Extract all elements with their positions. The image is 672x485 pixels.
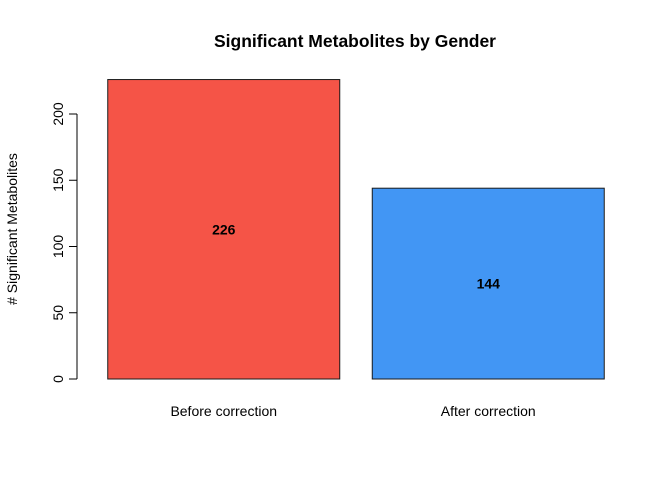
y-tick-label: 50 [50,305,66,321]
bar-data-label: 144 [477,276,501,292]
bar-after-correction [371,187,605,380]
y-tick-label: 200 [50,102,66,126]
y-tick-label: 150 [50,168,66,192]
y-axis-label: # Significant Metabolites [4,153,20,305]
x-category-label: After correction [441,403,536,419]
bars-group: 226 Before correction 144 After correction [107,79,605,419]
chart-title: Significant Metabolites by Gender [214,31,496,51]
y-tick-label: 0 [50,375,66,383]
y-axis: 0 50 100 150 200 [50,102,78,383]
y-tick-label: 100 [50,235,66,259]
bar-data-label: 226 [212,221,236,237]
bar-before-correction [107,79,341,380]
x-category-label: Before correction [170,403,277,419]
